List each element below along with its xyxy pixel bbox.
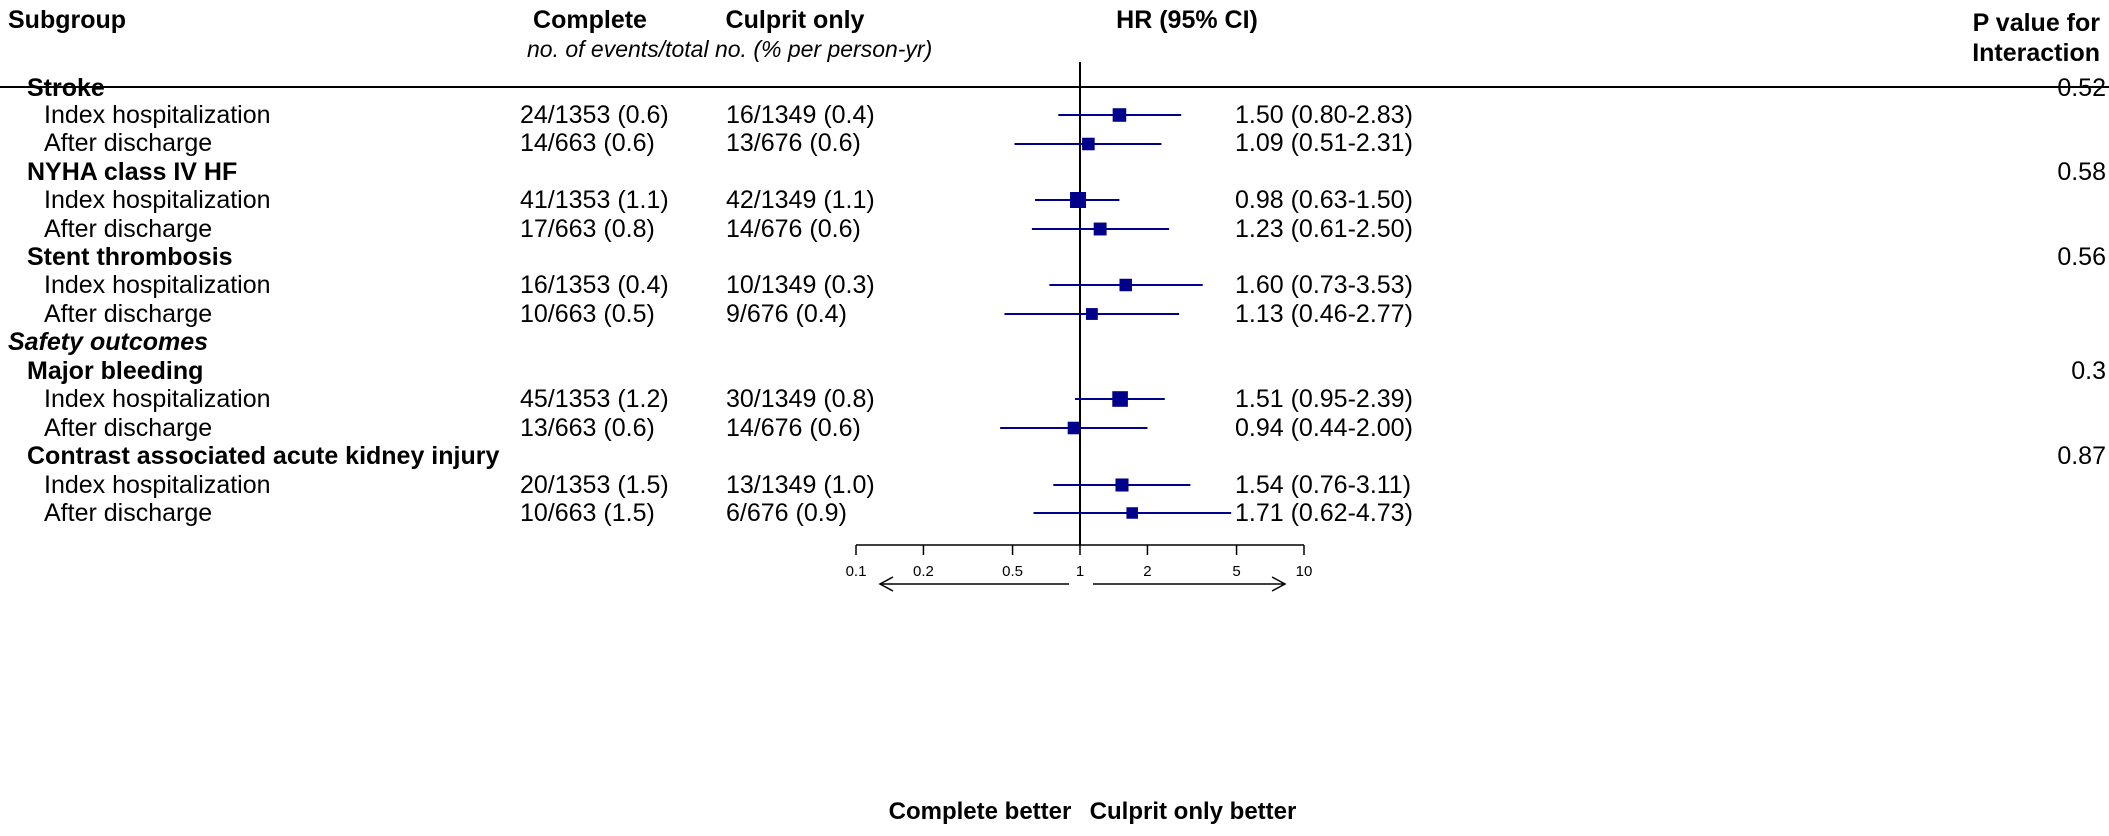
hr-marker xyxy=(1067,421,1081,435)
p-value: 0.56 xyxy=(2057,243,2106,271)
x-axis-tick-label: 0.1 xyxy=(846,563,867,580)
axis-label-culprit-better: Culprit only better xyxy=(1089,798,1297,825)
p-value: 0.87 xyxy=(2057,442,2106,470)
section-safety-outcomes: Safety outcomes xyxy=(8,328,209,356)
x-axis-tick-label: 0.5 xyxy=(1002,563,1023,580)
complete-events: 16/1353 (0.4) xyxy=(520,271,669,299)
group-label: NYHA class IV HF xyxy=(27,158,238,186)
row-label: After discharge xyxy=(44,499,213,527)
culprit-events: 10/1349 (0.3) xyxy=(726,271,875,299)
hr-ci-text: 1.60 (0.73-3.53) xyxy=(1235,271,1413,299)
hr-marker xyxy=(1115,478,1129,492)
x-axis-tick-label: 2 xyxy=(1143,563,1151,580)
x-axis-tick-label: 0.2 xyxy=(913,563,934,580)
complete-events: 10/663 (0.5) xyxy=(520,300,655,328)
hr-marker xyxy=(1093,222,1107,236)
culprit-events: 13/1349 (1.0) xyxy=(726,471,875,499)
hr-marker xyxy=(1070,192,1087,208)
group-label: Stent thrombosis xyxy=(27,243,233,271)
header-complete: Complete xyxy=(533,6,647,34)
row-label: Index hospitalization xyxy=(44,471,271,499)
culprit-events: 13/676 (0.6) xyxy=(726,129,861,157)
hr-marker xyxy=(1119,278,1132,292)
complete-events: 10/663 (1.5) xyxy=(520,499,655,527)
header-pvalue-line2: Interaction xyxy=(1972,39,2100,67)
x-axis-tick-label: 10 xyxy=(1296,563,1313,580)
row-label: After discharge xyxy=(44,215,213,243)
row-label: Index hospitalization xyxy=(44,101,271,129)
culprit-events: 14/676 (0.6) xyxy=(726,215,861,243)
header-pvalue-line1: P value for xyxy=(1972,9,2100,37)
hr-ci-text: 0.98 (0.63-1.50) xyxy=(1235,186,1413,214)
row-label: After discharge xyxy=(44,414,213,442)
culprit-events: 14/676 (0.6) xyxy=(726,414,861,442)
hr-marker xyxy=(1126,507,1138,519)
complete-events: 20/1353 (1.5) xyxy=(520,471,669,499)
hr-marker xyxy=(1085,308,1098,320)
group-label: Contrast associated acute kidney injury xyxy=(27,442,500,470)
hr-marker xyxy=(1112,108,1127,122)
row-label: After discharge xyxy=(44,300,213,328)
arrow-left-head xyxy=(878,576,894,592)
arrow-right-head xyxy=(1271,576,1287,592)
culprit-events: 16/1349 (0.4) xyxy=(726,101,875,129)
header-rule xyxy=(0,86,2109,88)
complete-events: 41/1353 (1.1) xyxy=(520,186,669,214)
hr-ci-text: 1.13 (0.46-2.77) xyxy=(1235,300,1413,328)
culprit-events: 42/1349 (1.1) xyxy=(726,186,875,214)
hr-ci-text: 1.23 (0.61-2.50) xyxy=(1235,215,1413,243)
header-subgroup: Subgroup xyxy=(8,6,127,34)
complete-events: 17/663 (0.8) xyxy=(520,215,655,243)
culprit-events: 30/1349 (0.8) xyxy=(726,385,875,413)
row-label: Index hospitalization xyxy=(44,271,271,299)
complete-events: 14/663 (0.6) xyxy=(520,129,655,157)
header-subheader: no. of events/total no. (% per person-yr… xyxy=(527,36,933,62)
hr-marker xyxy=(1082,137,1095,151)
x-axis-tick-label: 5 xyxy=(1232,563,1240,580)
complete-events: 45/1353 (1.2) xyxy=(520,385,669,413)
axis-label-complete-better: Complete better xyxy=(888,798,1072,825)
hr-ci-text: 1.51 (0.95-2.39) xyxy=(1235,385,1413,413)
group-label: Stroke xyxy=(27,74,105,102)
culprit-events: 9/676 (0.4) xyxy=(726,300,847,328)
hr-ci-text: 1.71 (0.62-4.73) xyxy=(1235,499,1413,527)
hr-ci-text: 1.54 (0.76-3.11) xyxy=(1235,471,1412,499)
x-axis-tick-label: 1 xyxy=(1076,563,1084,580)
header-culprit-only: Culprit only xyxy=(725,6,865,34)
p-value: 0.52 xyxy=(2057,74,2106,102)
group-label: Major bleeding xyxy=(27,357,204,385)
complete-events: 24/1353 (0.6) xyxy=(520,101,669,129)
hr-ci-text: 0.94 (0.44-2.00) xyxy=(1235,414,1413,442)
header-hr: HR (95% CI) xyxy=(1116,6,1258,34)
complete-events: 13/663 (0.6) xyxy=(520,414,655,442)
hr-ci-text: 1.50 (0.80-2.83) xyxy=(1235,101,1413,129)
row-label: Index hospitalization xyxy=(44,186,271,214)
row-label: Index hospitalization xyxy=(44,385,271,413)
hr-marker xyxy=(1112,391,1128,407)
p-value: 0.58 xyxy=(2057,158,2106,186)
culprit-events: 6/676 (0.9) xyxy=(726,499,847,527)
p-value: 0.3 xyxy=(2071,357,2106,385)
hr-ci-text: 1.09 (0.51-2.31) xyxy=(1235,129,1413,157)
row-label: After discharge xyxy=(44,129,213,157)
